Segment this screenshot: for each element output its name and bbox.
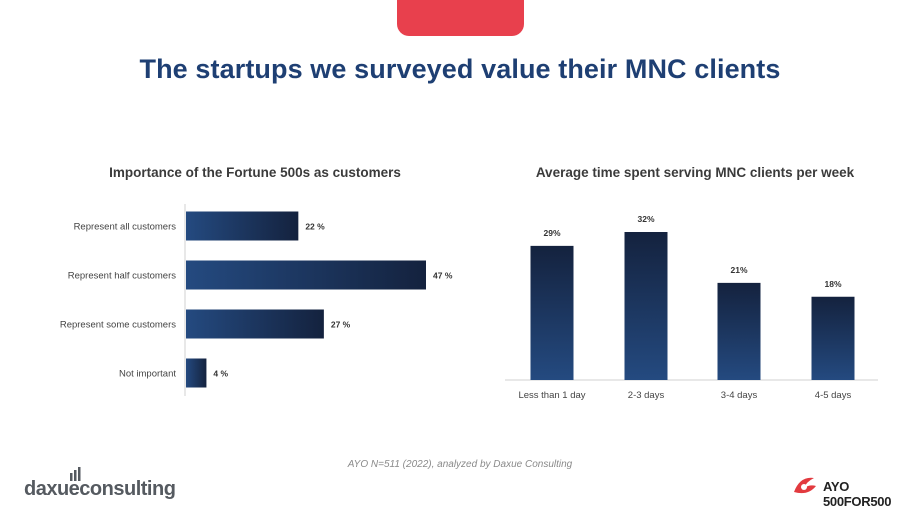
v-category-label: Less than 1 day <box>518 390 585 401</box>
v-value-label: 29% <box>543 228 560 238</box>
logo-right-text: AYO 500FOR500 <box>823 479 892 509</box>
page-title: The startups we surveyed value their MNC… <box>139 54 781 84</box>
ayo-emblem-icon <box>794 477 816 494</box>
h-value-label: 27 % <box>331 320 351 330</box>
v-category-label: 3-4 days <box>721 390 758 401</box>
h-value-label: 22 % <box>305 222 325 232</box>
h-category-label: Represent all customers <box>74 222 177 233</box>
v-bar <box>530 245 574 380</box>
h-value-label: 4 % <box>213 369 228 379</box>
top-accent-tab <box>397 0 524 36</box>
chart-title-importance: Importance of the Fortune 500s as custom… <box>109 165 401 180</box>
h-bar <box>186 260 426 290</box>
v-value-label: 18% <box>824 279 841 289</box>
v-category-label: 4-5 days <box>815 390 852 401</box>
h-bar <box>186 309 324 339</box>
logo-left-text: daxueconsulting <box>24 478 176 500</box>
source-note: AYO N=511 (2022), analyzed by Daxue Cons… <box>347 459 573 470</box>
v-bar <box>624 232 668 380</box>
v-value-label: 21% <box>730 265 747 275</box>
horizontal-bar-chart: Represent all customers 22 % Represent hal… <box>60 204 453 396</box>
h-value-label: 47 % <box>433 271 453 281</box>
v-bar <box>811 296 855 380</box>
h-bar <box>186 211 299 241</box>
v-bar <box>717 282 761 380</box>
h-category-label: Not important <box>119 369 176 380</box>
h-category-label: Represent some customers <box>60 320 176 331</box>
h-category-label: Represent half customers <box>68 271 176 282</box>
h-bar <box>186 358 207 388</box>
ayo-500for500-logo: AYO 500FOR500 <box>790 474 910 509</box>
chart-title-time-spent: Average time spent serving MNC clients p… <box>535 165 855 180</box>
vertical-bar-chart: 29% Less than 1 day 32% 2-3 days 21% 3-4 days… <box>505 214 878 401</box>
v-category-label: 2-3 days <box>628 390 665 401</box>
v-value-label: 32% <box>637 214 654 224</box>
logo-bars-icon <box>70 467 81 481</box>
daxue-consulting-logo: daxueconsulting <box>24 467 176 501</box>
